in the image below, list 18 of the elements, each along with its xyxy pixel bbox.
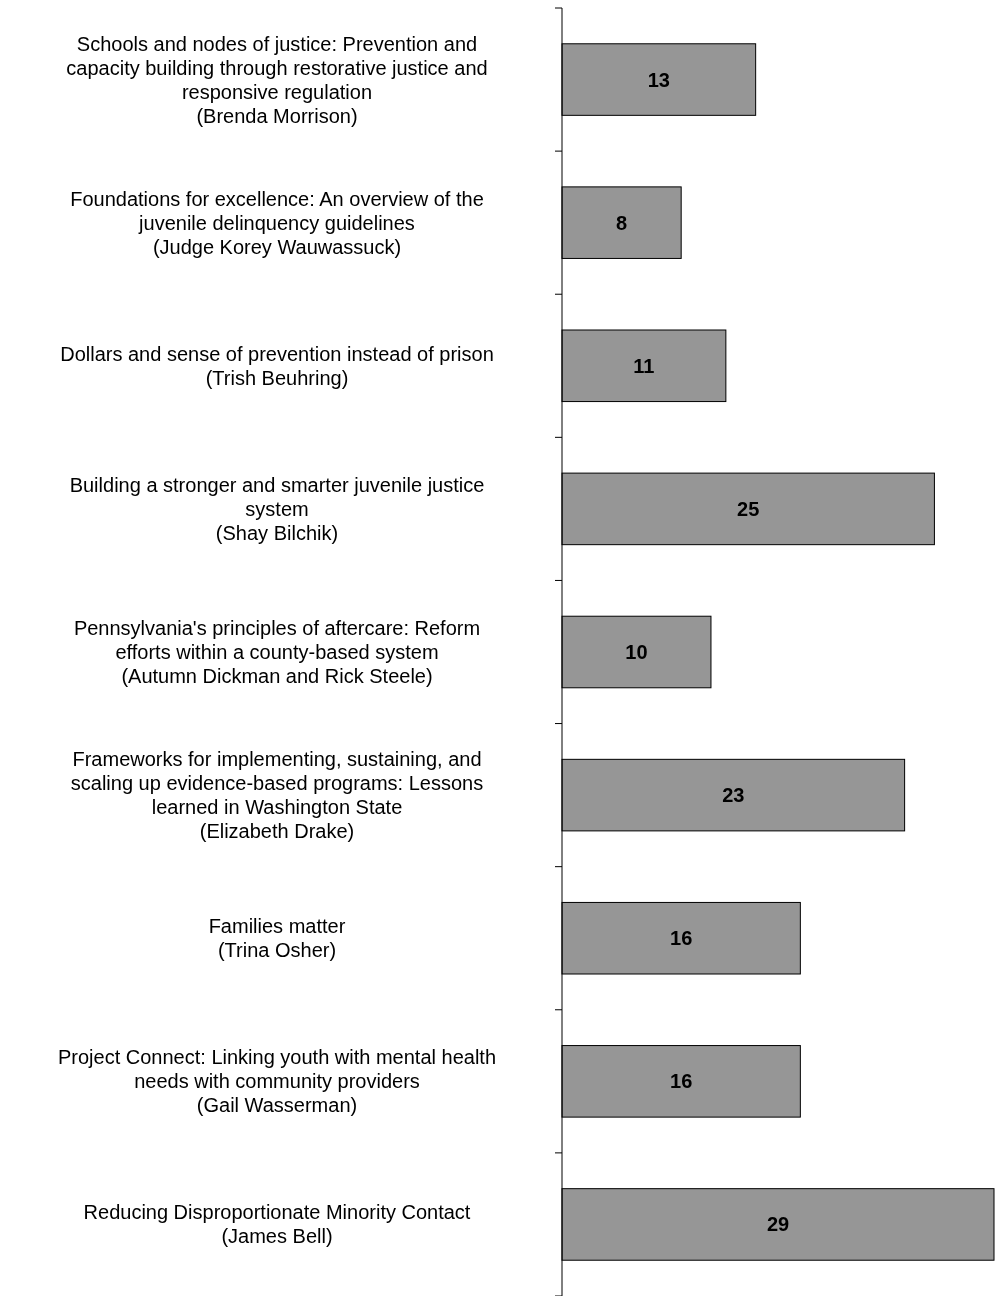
y-tick-label: Foundations for excellence: An overview of the juvenile delinquency guidelines (Judge Korey Wauwassuck) xyxy=(70,187,484,258)
y-tick-label: Frameworks for implementing, sustaining, and scaling up evidence-based programs: Lessons learned in Washington State (Elizabeth Drake) xyxy=(70,748,484,843)
y-tick-label: Pennsylvania's principles of aftercare: Reform efforts within a county-based system (Autumn Dickman and Rick Steele) xyxy=(73,617,481,687)
data-label: 11 xyxy=(633,354,655,377)
data-label: 10 xyxy=(625,641,648,663)
data-label: 29 xyxy=(766,1213,790,1236)
data-label: 13 xyxy=(647,68,670,91)
y-tick-label: Building a stronger and smarter juvenile justice system (Shay Bilchik) xyxy=(69,473,485,544)
data-label: 25 xyxy=(737,497,760,520)
y-tick-label: Project Connect: Linking youth with mental health needs with community providers (Gail Wasserman) xyxy=(57,1046,497,1117)
y-tick-label: Reducing Disproportionate Minority Contact (James Bell) xyxy=(83,1201,471,1248)
data-label: 16 xyxy=(670,927,693,950)
data-label: 8 xyxy=(616,211,628,234)
y-tick-label: Families matter (Trina Osher) xyxy=(208,915,346,962)
data-label: 16 xyxy=(670,1070,693,1093)
data-label: 23 xyxy=(722,784,745,807)
y-tick-label: Dollars and sense of prevention instead of prison (Trish Beuhring) xyxy=(60,342,494,389)
y-tick-label: Schools and nodes of justice: Prevention and capacity building through restorative justice and responsive regulation (Brenda Morrison) xyxy=(66,32,488,127)
